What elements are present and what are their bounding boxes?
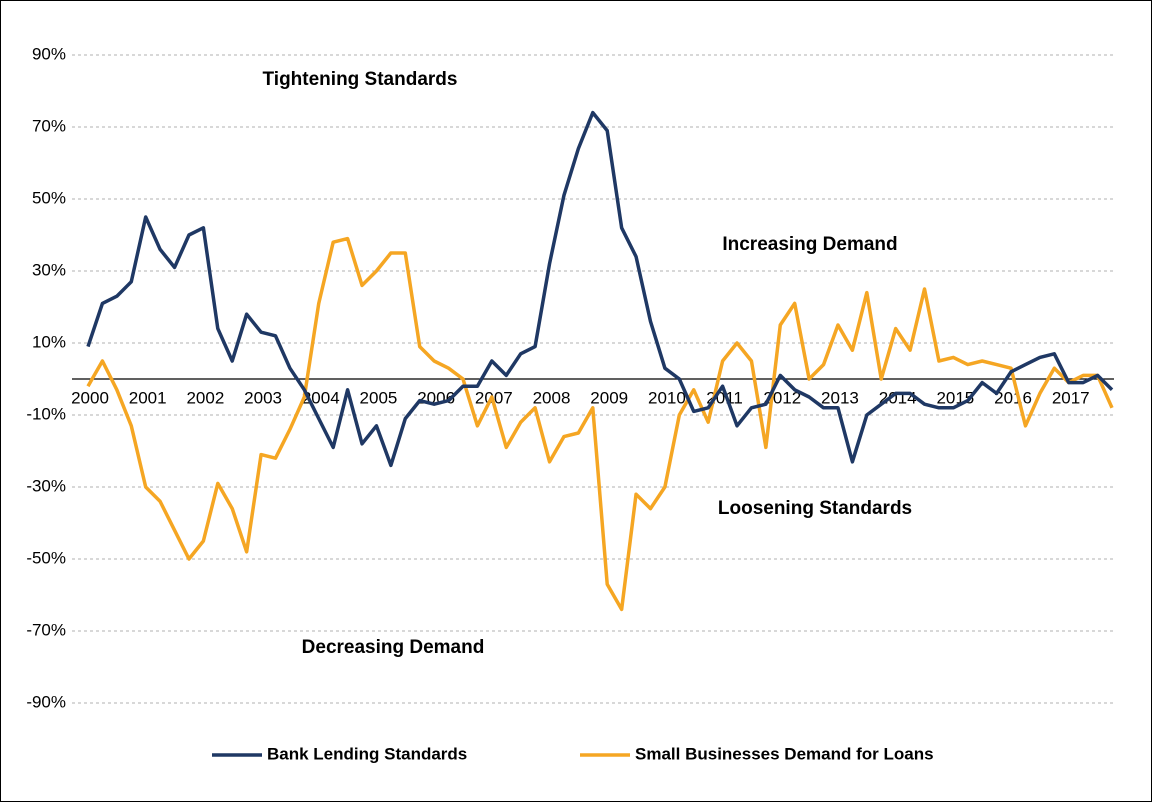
annotation: Increasing Demand	[722, 234, 897, 255]
x-tick-label: 2008	[533, 388, 571, 407]
y-tick-label: 50%	[32, 188, 66, 207]
x-tick-label: 2009	[590, 388, 628, 407]
legend-label: Bank Lending Standards	[267, 744, 467, 763]
y-tick-label: -70%	[26, 620, 66, 639]
x-tick-label: 2010	[648, 388, 686, 407]
y-tick-label: 30%	[32, 260, 66, 279]
y-tick-label: -10%	[26, 404, 66, 423]
legend-label: Small Businesses Demand for Loans	[635, 744, 934, 763]
x-tick-label: 2014	[879, 388, 917, 407]
x-tick-label: 2000	[71, 388, 109, 407]
y-tick-label: 90%	[32, 44, 66, 63]
line-series	[86, 110, 1114, 468]
annotation: Tightening Standards	[263, 69, 458, 90]
x-tick-label: 2003	[244, 388, 282, 407]
line-series	[86, 236, 1114, 612]
y-tick-label: -90%	[26, 692, 66, 711]
x-tick-label: 2002	[186, 388, 224, 407]
y-tick-label: 70%	[32, 116, 66, 135]
annotation: Decreasing Demand	[302, 637, 485, 658]
x-tick-label: 2016	[994, 388, 1032, 407]
x-tick-label: 2005	[360, 388, 398, 407]
x-tick-label: 2001	[129, 388, 167, 407]
x-tick-label: 2013	[821, 388, 859, 407]
y-tick-label: -50%	[26, 548, 66, 567]
annotation: Loosening Standards	[718, 498, 912, 519]
y-tick-label: -30%	[26, 476, 66, 495]
x-tick-label: 2017	[1052, 388, 1090, 407]
y-tick-label: 10%	[32, 332, 66, 351]
